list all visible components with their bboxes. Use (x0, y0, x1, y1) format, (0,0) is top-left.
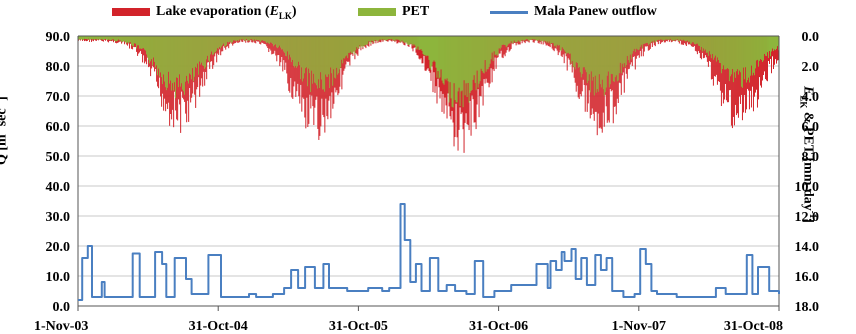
y-left-tick-label: 90.0 (46, 30, 71, 45)
x-tick-label: 31-Oct-08 (724, 319, 783, 334)
x-tick-label: 31-Oct-05 (329, 319, 388, 334)
lake-evap-label: Lake evaporation (ELK) (156, 3, 297, 21)
outflow-line (78, 203, 780, 301)
y-right-tick-label: 10.0 (795, 180, 820, 195)
tick-labels: 0.0 10.0 20.0 30.0 40.0 50.0 60.0 70.0 80.0 90.0 0… (34, 30, 819, 334)
y-right-tick-label: 6.0 (802, 120, 820, 135)
y-right-tick-label: 12.0 (795, 210, 820, 225)
outflow-label: Mala Panew outflow (534, 4, 657, 19)
y-left-tick-label: 50.0 (46, 150, 71, 165)
y-right-tick-label: 2.0 (802, 60, 820, 75)
y-right-tick-label: 16.0 (795, 270, 820, 285)
y-left-tick-label: 10.0 (46, 270, 71, 285)
legend-outflow: Mala Panew outflow (490, 0, 657, 24)
y-left-tick-label: 20.0 (46, 240, 71, 255)
y-left-tick-label: 40.0 (46, 180, 71, 195)
pet-label: PET (402, 4, 430, 19)
y-left-tick-label: 80.0 (46, 60, 71, 75)
y-right-tick-label: 18.0 (795, 300, 820, 315)
y-left-tick-label: 60.0 (46, 120, 71, 135)
x-tick-label: 1-Nov-03 (34, 319, 88, 334)
y-right-tick-label: 4.0 (802, 90, 820, 105)
lake-evap-swatch (112, 8, 150, 16)
x-tick-label: 31-Oct-04 (189, 319, 248, 334)
legend-lake-evap: Lake evaporation (ELK) (112, 0, 297, 24)
outflow-swatch (490, 10, 528, 14)
x-tick-label: 31-Oct-06 (469, 319, 528, 334)
axes (77, 35, 780, 311)
y-right-tick-label: 0.0 (802, 30, 820, 45)
legend-pet: PET (358, 0, 429, 24)
y-right-tick-label: 8.0 (802, 150, 820, 165)
grid-lines (78, 65, 779, 277)
y-right-tick-label: 14.0 (795, 240, 820, 255)
bar-series (78, 36, 779, 153)
y-left-tick-label: 0.0 (53, 300, 71, 315)
pet-swatch (358, 8, 396, 16)
y-left-tick-label: 30.0 (46, 210, 71, 225)
x-tick-label: 1-Nov-07 (612, 319, 666, 334)
y-left-tick-label: 70.0 (46, 90, 71, 105)
